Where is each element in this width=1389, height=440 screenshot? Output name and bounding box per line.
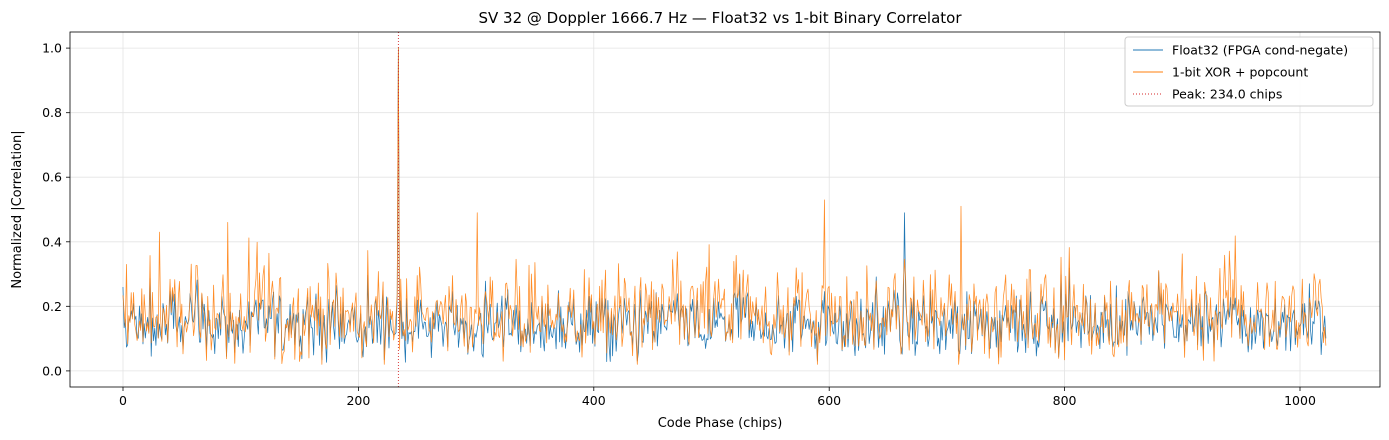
- legend-label-float32: Float32 (FPGA cond-negate): [1172, 43, 1348, 58]
- chart-title: SV 32 @ Doppler 1666.7 Hz — Float32 vs 1…: [478, 9, 962, 27]
- x-tick-label: 0: [119, 393, 127, 408]
- x-tick-label: 600: [817, 393, 841, 408]
- series-layer: [122, 32, 1327, 387]
- series-line-binary: [122, 47, 1327, 365]
- y-tick-label: 0.0: [42, 363, 62, 378]
- plot-frame: [69, 31, 1381, 388]
- y-axis-label: Normalized |Correlation|: [10, 130, 25, 288]
- legend-box: [1124, 36, 1374, 107]
- y-tick-label: 0.2: [42, 299, 62, 314]
- y-tick-label: 1.0: [42, 41, 62, 56]
- y-tick-label: 0.4: [42, 234, 62, 249]
- legend: Float32 (FPGA cond-negate) 1-bit XOR + p…: [1124, 36, 1374, 107]
- x-tick-label: 800: [1053, 393, 1077, 408]
- x-axis-label: Code Phase (chips): [658, 416, 783, 431]
- y-tick-label: 0.6: [42, 170, 62, 185]
- x-axis: 0 200 400 600 800 1000: [119, 387, 1316, 408]
- x-tick-label: 200: [346, 393, 370, 408]
- legend-label-peak: Peak: 234.0 chips: [1172, 87, 1282, 102]
- legend-label-binary: 1-bit XOR + popcount: [1172, 65, 1308, 80]
- x-tick-label: 400: [582, 393, 606, 408]
- y-tick-label: 0.8: [42, 105, 62, 120]
- y-axis: 0.0 0.2 0.4 0.6 0.8 1.0: [42, 41, 70, 378]
- x-tick-label: 1000: [1284, 393, 1316, 408]
